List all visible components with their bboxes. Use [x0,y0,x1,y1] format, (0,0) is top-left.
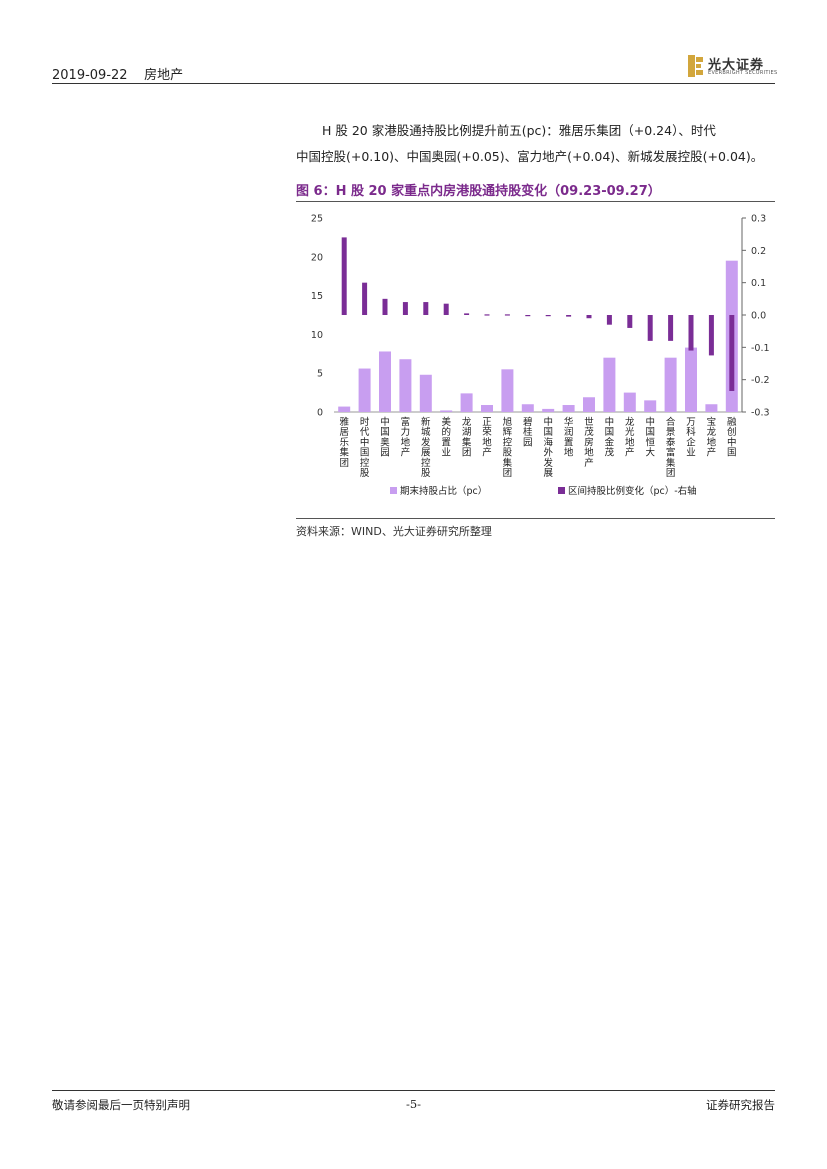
holding-change-bar [566,315,572,317]
holding-ratio-bar [542,408,555,412]
category-label: 华润置地 [564,416,574,459]
holding-ratio-bar [705,404,718,412]
holding-ratio-bar [603,357,616,412]
left-tick-label: 25 [311,214,323,225]
left-tick-label: 15 [311,291,323,302]
holding-ratio-bar [399,359,412,412]
holding-change-bar [729,315,735,391]
holding-change-bar [504,314,510,316]
holding-change-bar [586,315,592,319]
holding-ratio-bar [583,397,595,412]
holding-change-bar [606,315,612,325]
category-label: 富力地产 [401,416,411,459]
holding-ratio-bar [419,374,432,412]
holding-change-bar [627,315,633,328]
category-label: 中国奥园 [380,416,390,459]
holding-ratio-bar [338,406,351,412]
holding-change-bar [668,315,674,341]
holding-ratio-bar [440,410,453,412]
legend-swatch-change [558,487,565,494]
holding-ratio-bar [481,405,493,412]
holding-ratio-bar [685,347,697,412]
logo-mark-icon [688,55,703,77]
legend-label-holding: 期末持股占比（pc） [400,485,487,497]
header-rule [52,83,775,84]
right-tick-label: -0.3 [751,408,770,419]
right-tick-label: 0.2 [751,246,766,257]
category-label: 雅居乐集团 [339,416,349,469]
holding-ratio-bar [501,369,514,412]
right-tick-label: 0.1 [751,278,766,289]
right-tick-label: -0.1 [751,343,770,354]
report-date: 2019-09-22 [52,68,128,83]
left-tick-label: 5 [317,369,323,380]
category-label: 融创中国 [727,417,737,459]
page-number: -5- [405,1097,422,1111]
category-label: 正荣地产 [482,417,492,459]
holding-change-bar [525,315,531,317]
holding-ratio-bar [460,393,473,412]
category-label: 世茂房地产 [584,416,594,469]
category-label: 合景泰富集团 [666,416,676,479]
bar-chart: 0 5 10 15 20 25 -0.3 -0.2 -0.1 0.0 0.1 0.2 0.3 雅居乐集团 时… [311,214,770,498]
legend-label-change: 区间持股比例变化（pc）-右轴 [568,485,697,497]
footer-disclaimer: 敬请参阅最后一页特别声明 [52,1098,190,1112]
holding-change-bar [688,315,694,351]
right-tick-label: 0.3 [751,214,766,225]
right-tick-label: -0.2 [751,375,770,386]
holding-change-bar [382,298,388,315]
category-label: 碧桂园 [523,416,533,448]
holding-change-bar [341,237,347,315]
category-label: 美的置业 [441,416,451,459]
holding-change-bar [647,315,653,341]
holding-change-bar [545,315,551,317]
holding-change-bar [443,303,449,315]
logo-text: 光大证券 [708,58,765,73]
footer-rule [52,1090,775,1091]
category-label: 中国海外发展 [543,416,553,479]
holding-change-bar [708,315,714,356]
body-line-1: H 股 20 家港股通持股比例提升前五(pc)：雅居乐集团（+0.24）、时代 [322,123,716,138]
legend-swatch-holding [390,487,397,494]
holding-ratio-bar [521,404,534,412]
category-label: 时代中国控股 [360,416,370,479]
right-tick-label: 0.0 [751,311,766,322]
report-sector: 房地产 [144,68,184,83]
holding-ratio-bar [664,357,677,412]
holding-change-bar [464,313,470,315]
category-label: 龙湖集团 [462,416,472,459]
holding-ratio-bar [562,405,575,412]
body-paragraph: H 股 20 家港股通持股比例提升前五(pc)：雅居乐集团（+0.24）、时代 … [296,118,776,170]
figure-source: 资料来源：WIND、光大证券研究所整理 [296,525,492,538]
body-line-2: 中国控股(+0.10)、中国奥园(+0.05)、富力地产(+0.04)、新城发展… [296,149,764,164]
header-date-sector: 2019-09-22 房地产 [52,64,183,83]
category-label: 万科企业 [686,417,696,459]
holding-ratio-bar [623,392,636,412]
category-label: 新城发展控股 [421,416,431,479]
holding-change-bar [484,314,490,316]
footer-report-type: 证券研究报告 [706,1098,775,1112]
holding-ratio-bar [379,351,391,412]
category-label: 中国金茂 [605,416,615,459]
category-label: 龙光地产 [625,416,635,459]
holding-change-bar [423,302,429,315]
holding-change-bar [362,282,368,315]
logo-en: EVERBRIGHT SECURITIES [708,70,778,76]
figure-rule-bottom [296,518,775,519]
holding-ratio-bar [644,400,657,412]
category-label: 旭辉控股集团 [503,416,513,479]
figure-rule-top [296,201,775,202]
figure-title: 图 6：H 股 20 家重点内房港股通持股变化（09.23-09.27） [296,184,661,199]
left-tick-label: 0 [317,408,323,419]
logo: 光大证券 EVERBRIGHT SECURITIES [688,54,778,80]
category-label: 中国恒大 [645,416,655,459]
holding-ratio-bar [358,368,371,412]
category-label: 宝龙地产 [707,416,717,459]
left-tick-label: 10 [311,330,323,341]
left-tick-label: 20 [311,252,323,263]
holding-change-bar [402,302,408,315]
